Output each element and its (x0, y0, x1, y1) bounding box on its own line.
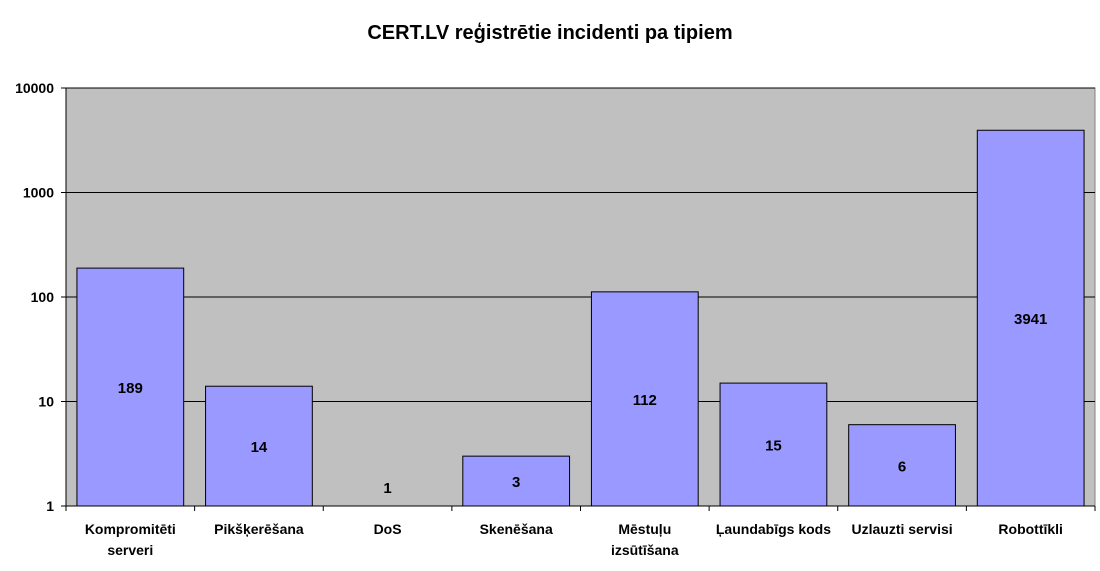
category-label: Skenēšana (480, 521, 553, 537)
category-label: Ļaundabīgs kods (716, 521, 831, 537)
x-axis-ticks (65, 505, 1096, 511)
bar (719, 382, 828, 507)
bar (590, 291, 699, 507)
bar (462, 455, 571, 507)
data-label: 112 (633, 392, 657, 409)
category-label: Kompromitēti (85, 521, 176, 537)
data-labels: 189 14 1 3 112 15 6 3941 (118, 311, 1048, 497)
y-axis-ticks: 1 10 100 1000 10000 (15, 80, 67, 514)
bar (848, 424, 956, 507)
data-label: 1 (383, 480, 391, 497)
bar (76, 267, 185, 507)
category-label: Robottīkli (998, 521, 1063, 537)
data-label: 6 (898, 458, 906, 475)
chart-title: CERT.LV reģistrētie incidenti pa tipiem (367, 22, 733, 44)
category-label: Uzlauzti servisi (851, 521, 952, 537)
data-label: 189 (118, 380, 143, 397)
y-tick-label: 10000 (15, 80, 54, 96)
y-tick-label: 10 (38, 394, 54, 410)
data-label: 3941 (1014, 311, 1047, 328)
category-label: izsūtīšana (611, 542, 679, 558)
y-tick-label: 100 (31, 289, 55, 305)
category-label: DoS (374, 521, 402, 537)
data-label: 15 (765, 438, 782, 455)
category-label: serveri (107, 542, 153, 558)
category-label: Mēstuļu (618, 521, 671, 537)
y-tick-label: 1 (46, 498, 54, 514)
category-label: Pikšķerēšana (214, 521, 304, 537)
data-label: 3 (512, 474, 520, 491)
bar (976, 129, 1085, 507)
category-labels: Kompromitēti serveri Pikšķerēšana DoS Skenēš… (85, 521, 1063, 558)
y-tick-label: 1000 (23, 185, 54, 201)
bars (76, 129, 1085, 507)
data-label: 14 (251, 439, 268, 456)
bar (205, 385, 313, 507)
